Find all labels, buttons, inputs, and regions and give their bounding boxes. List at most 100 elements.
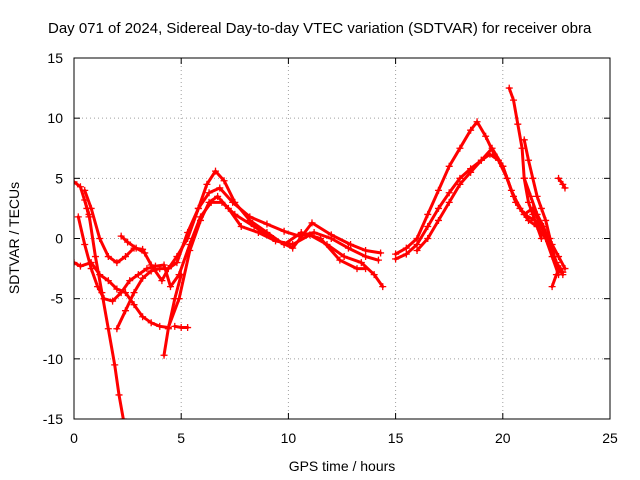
data-point	[467, 126, 475, 134]
data-point	[280, 227, 288, 235]
x-axis-label: GPS time / hours	[289, 458, 396, 474]
data-point	[533, 210, 541, 218]
series-track-6	[160, 271, 185, 359]
data-point	[525, 216, 533, 224]
data-point	[520, 174, 528, 182]
data-point	[561, 184, 569, 192]
data-point	[542, 216, 550, 224]
data-point	[344, 244, 352, 252]
data-point	[177, 271, 185, 279]
data-point	[96, 235, 104, 242]
data-point	[74, 259, 78, 267]
data-point	[156, 322, 164, 330]
data-point	[81, 241, 89, 249]
data-point	[115, 391, 123, 399]
series-line	[115, 186, 380, 331]
data-point	[413, 247, 421, 255]
data-point	[434, 204, 442, 212]
series-track-14	[555, 174, 569, 192]
data-point	[424, 222, 432, 230]
data-point	[212, 167, 220, 175]
y-tick-label: -5	[51, 291, 64, 307]
data-point	[514, 120, 522, 128]
data-point	[104, 325, 112, 333]
series-track-12	[520, 174, 567, 276]
data-point	[482, 132, 490, 140]
data-point	[503, 174, 511, 182]
x-tick-label: 5	[177, 430, 185, 446]
data-point	[113, 325, 121, 333]
data-point	[413, 235, 421, 242]
data-point	[413, 241, 421, 249]
data-point	[289, 244, 297, 252]
x-tick-label: 25	[602, 430, 618, 446]
y-tick-label: -10	[43, 351, 63, 367]
data-point	[124, 238, 132, 246]
data-point	[424, 235, 432, 242]
data-point	[203, 180, 211, 188]
data-point	[132, 244, 140, 252]
data-point	[327, 231, 335, 239]
data-point	[537, 204, 545, 212]
y-tick-label: 10	[47, 110, 63, 126]
data-point	[473, 118, 481, 126]
data-point	[184, 324, 192, 332]
data-point	[434, 216, 442, 224]
data-point	[520, 136, 528, 144]
data-point	[76, 262, 84, 270]
data-point	[85, 213, 93, 221]
data-point	[533, 222, 541, 230]
series-line	[162, 273, 183, 357]
series-track-3	[74, 192, 387, 332]
data-point	[141, 249, 149, 257]
series-group	[74, 84, 569, 419]
data-point	[143, 265, 151, 273]
data-point	[525, 198, 533, 206]
data-point	[269, 235, 277, 242]
y-tick-label: 15	[47, 50, 63, 66]
data-point	[196, 213, 204, 221]
data-point	[540, 222, 548, 230]
data-point	[379, 283, 387, 291]
data-point	[529, 174, 537, 182]
data-point	[147, 319, 155, 327]
data-point	[126, 277, 134, 285]
data-point	[377, 249, 385, 257]
data-point	[512, 198, 520, 206]
data-point	[164, 325, 172, 333]
data-point	[548, 283, 556, 291]
series-line	[394, 120, 560, 277]
series-line	[557, 176, 567, 190]
data-point	[160, 261, 168, 269]
series-line	[74, 194, 385, 329]
series-line	[119, 234, 147, 255]
data-point	[111, 361, 119, 369]
data-point	[347, 241, 355, 249]
data-point	[139, 313, 147, 321]
data-point	[370, 271, 378, 279]
data-point	[486, 150, 494, 158]
series-track-15	[117, 232, 149, 257]
data-point	[214, 192, 222, 200]
series-track-1	[74, 178, 127, 419]
data-point	[445, 198, 453, 206]
data-point	[392, 250, 400, 258]
data-point	[94, 283, 102, 291]
grid	[74, 58, 610, 419]
y-tick-label: 0	[55, 231, 63, 247]
series-track-13	[548, 265, 565, 291]
data-point	[205, 189, 213, 197]
data-point	[104, 253, 112, 261]
data-point	[362, 247, 370, 255]
data-point	[505, 84, 513, 92]
data-point	[134, 271, 142, 279]
data-point	[173, 259, 181, 267]
series-track-4	[113, 184, 382, 333]
data-point	[83, 204, 91, 212]
data-point	[353, 265, 361, 273]
data-point	[552, 259, 560, 267]
data-point	[552, 271, 560, 279]
data-point	[362, 253, 370, 261]
data-point	[533, 192, 541, 200]
